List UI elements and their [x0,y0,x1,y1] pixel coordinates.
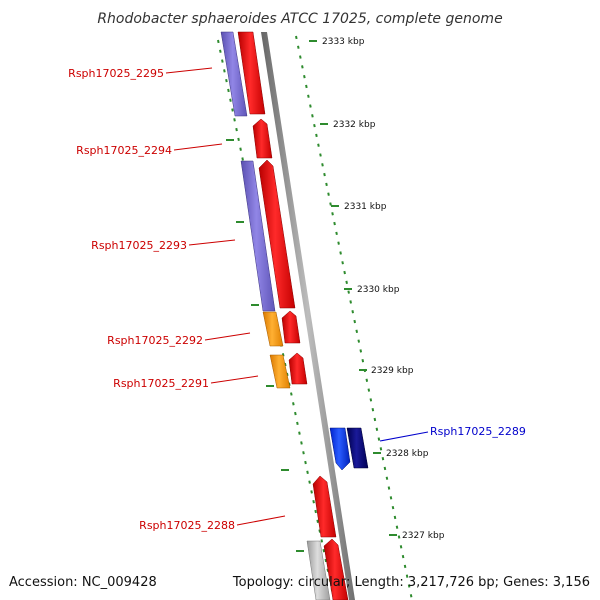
major-ticks [226,40,397,552]
accession-text: Accession: NC_009428 [9,575,157,590]
gene-feature-red[interactable] [312,475,337,538]
gene-feature-red[interactable] [323,538,349,600]
tick-label: 2331 kbp [344,202,387,212]
gene-feature-red[interactable] [258,159,296,309]
tick-label: 2333 kbp [322,37,365,47]
genome-backbone [261,32,355,600]
gene-feature-orange[interactable] [262,311,284,347]
gene-feature-red[interactable] [237,31,266,115]
tick-label: 2327 kbp [402,531,445,541]
gene-feature-red[interactable] [252,118,273,159]
gene-feature-navy[interactable] [346,427,369,469]
tick-scale [217,35,413,600]
gene-label-rsph17025-2293[interactable]: Rsph17025_2293 [91,239,187,252]
tick-label: 2332 kbp [333,120,376,130]
gene-label-rsph17025-2294[interactable]: Rsph17025_2294 [76,144,172,157]
genome-summary: Topology: circular; Length: 3,217,726 bp… [232,575,590,590]
gene-feature-blue[interactable] [329,427,351,471]
gene-feature-red[interactable] [281,310,301,344]
gene-feature-purple[interactable] [220,31,248,117]
gene-feature-gray[interactable] [306,540,331,600]
tick-labels: 2333 kbp 2332 kbp 2331 kbp 2330 kbp 2329… [322,37,445,541]
gene-features [220,31,369,600]
gene-feature-purple[interactable] [240,160,276,312]
gene-label-rsph17025-2288[interactable]: Rsph17025_2288 [139,519,235,532]
gene-labels: Rsph17025_2295 Rsph17025_2294 Rsph17025_… [68,67,526,532]
gene-feature-orange[interactable] [269,354,291,389]
gene-label-rsph17025-2289[interactable]: Rsph17025_2289 [430,425,526,438]
gene-label-rsph17025-2292[interactable]: Rsph17025_2292 [107,334,203,347]
gene-label-rsph17025-2291[interactable]: Rsph17025_2291 [113,377,209,390]
label-leaders [165,67,429,526]
tick-label: 2330 kbp [357,285,400,295]
gene-label-rsph17025-2295[interactable]: Rsph17025_2295 [68,67,164,80]
map-title: Rhodobacter sphaeroides ATCC 17025, comp… [97,11,502,27]
gene-feature-red[interactable] [288,352,308,385]
tick-label: 2329 kbp [371,366,414,376]
tick-label: 2328 kbp [386,449,429,459]
